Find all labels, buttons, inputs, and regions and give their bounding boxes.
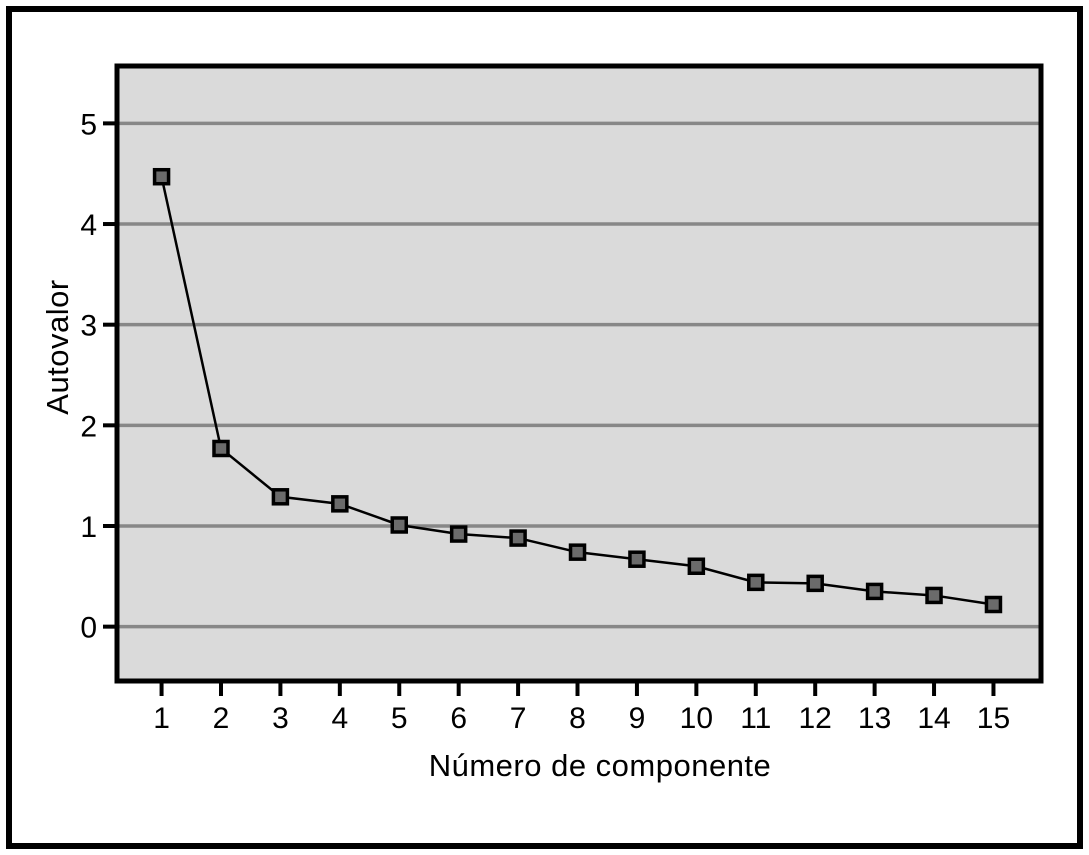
data-point-marker xyxy=(806,574,824,593)
data-point-marker xyxy=(865,582,884,601)
x-tick-label: 13 xyxy=(858,702,891,735)
x-tick-label: 1 xyxy=(153,702,170,735)
y-tick-label: 1 xyxy=(80,511,97,544)
data-point-marker xyxy=(925,586,943,605)
x-tick-label: 5 xyxy=(391,702,408,735)
x-tick-label: 12 xyxy=(799,702,832,735)
y-tick-label: 2 xyxy=(80,410,97,443)
data-point-marker xyxy=(449,525,468,543)
x-tick-label: 11 xyxy=(740,702,771,735)
x-tick-label: 15 xyxy=(977,702,1010,735)
data-point-marker xyxy=(747,573,765,592)
y-tick-label: 0 xyxy=(80,612,97,645)
y-axis-title: Autovalor xyxy=(40,279,75,415)
data-point-marker xyxy=(331,495,349,513)
data-point-marker xyxy=(984,595,1003,614)
x-tick-label: 14 xyxy=(917,702,950,735)
plot-background xyxy=(117,66,1041,681)
data-point-marker xyxy=(628,550,646,568)
data-point-marker xyxy=(509,529,527,547)
x-axis-title: Número de componente xyxy=(428,748,772,783)
y-tick-label: 3 xyxy=(80,310,97,343)
data-point-marker xyxy=(212,439,230,458)
x-tick-label: 6 xyxy=(450,702,467,735)
x-tick-label: 9 xyxy=(629,702,646,735)
data-point-marker xyxy=(271,488,290,506)
x-tick-label: 7 xyxy=(510,702,527,735)
data-point-marker xyxy=(568,543,587,561)
data-point-marker xyxy=(152,167,171,186)
x-tick-label: 10 xyxy=(680,702,713,735)
x-tick-label: 2 xyxy=(213,702,230,735)
x-tick-label: 8 xyxy=(569,702,586,735)
y-tick-label: 5 xyxy=(80,108,97,141)
plot-frame xyxy=(114,63,1044,684)
data-point-marker xyxy=(687,557,706,576)
data-point-marker xyxy=(390,516,409,534)
x-tick-label: 3 xyxy=(272,702,289,735)
x-tick-label: 4 xyxy=(331,702,348,735)
y-tick-label: 4 xyxy=(80,209,97,242)
